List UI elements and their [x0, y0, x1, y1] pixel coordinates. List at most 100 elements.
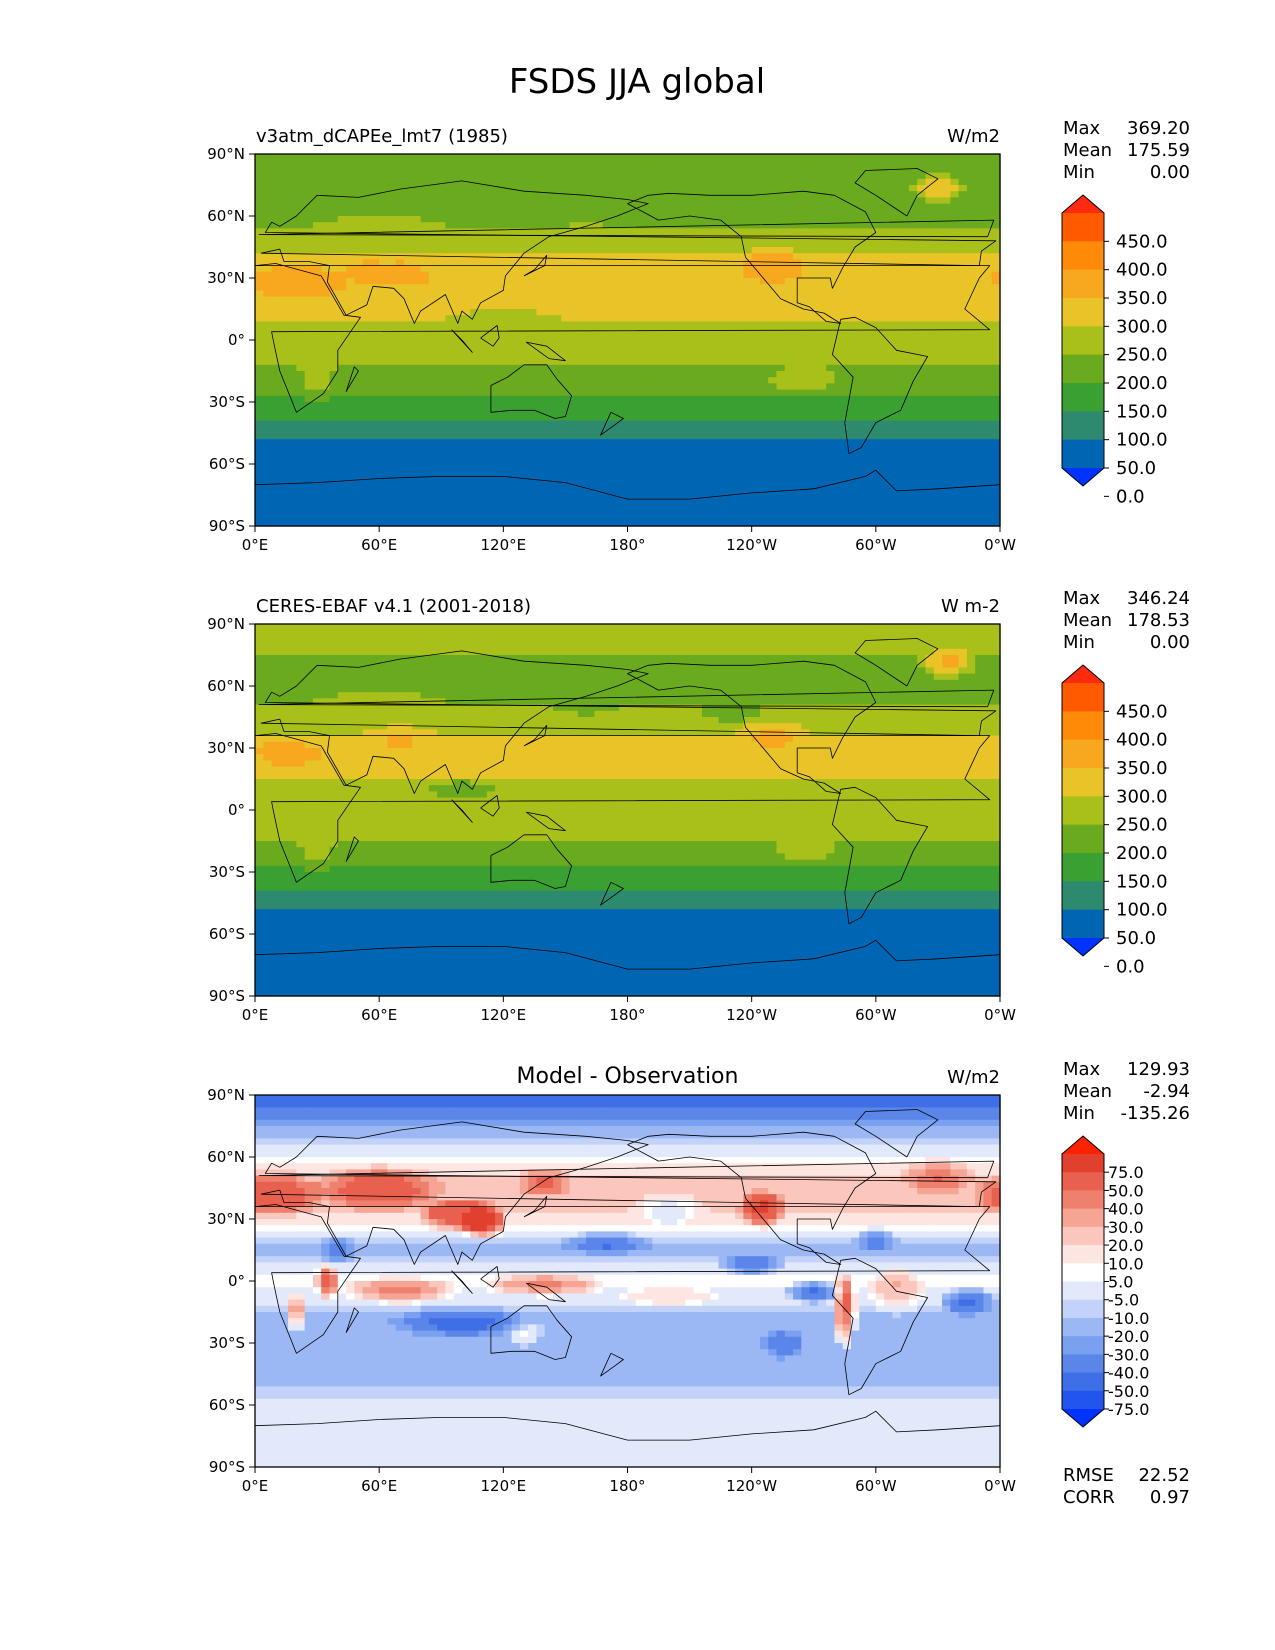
map-cell	[635, 259, 645, 267]
map-cell	[966, 265, 976, 273]
map-cell	[801, 197, 811, 205]
map-cell	[834, 333, 844, 341]
map-cell	[660, 321, 670, 329]
map-field	[255, 154, 1001, 527]
map-cell	[577, 290, 587, 298]
map-cell	[627, 253, 637, 260]
map-cell	[296, 346, 306, 353]
map-cell	[321, 160, 331, 167]
map-cell	[329, 495, 339, 502]
map-cell	[511, 247, 521, 254]
map-cell	[983, 315, 993, 322]
map-cell	[652, 464, 662, 471]
map-cell	[271, 495, 281, 502]
map-cell	[776, 154, 786, 161]
map-cell	[354, 395, 364, 403]
map-cell	[561, 364, 571, 372]
map-cell	[809, 172, 819, 180]
map-cell	[793, 209, 802, 217]
map-cell	[420, 402, 430, 409]
map-cell	[958, 166, 968, 174]
map-cell	[859, 290, 869, 298]
map-cell	[486, 222, 496, 229]
map-cell	[586, 253, 595, 260]
map-cell	[379, 488, 389, 496]
map-cell	[428, 321, 438, 329]
map-cell	[404, 364, 413, 372]
map-cell	[834, 296, 844, 304]
map-cell	[693, 346, 703, 353]
map-cell	[917, 420, 927, 428]
map-cell	[387, 433, 397, 440]
map-cell	[718, 488, 728, 496]
map-cell	[461, 476, 471, 484]
map-cell	[453, 346, 463, 353]
map-cell	[842, 160, 852, 167]
map-cell	[503, 315, 513, 322]
map-cell	[735, 414, 744, 422]
map-cell	[495, 222, 504, 229]
map-cell	[453, 352, 463, 360]
map-cell	[594, 476, 604, 484]
map-cell	[710, 178, 720, 186]
map-cell	[991, 160, 1001, 167]
map-cell	[892, 488, 902, 496]
map-cell	[354, 470, 364, 477]
map-cell	[461, 402, 471, 409]
map-cell	[561, 395, 571, 403]
map-cell	[255, 333, 264, 341]
map-cell	[867, 259, 877, 267]
map-cell	[296, 439, 306, 446]
map-cell	[950, 234, 960, 242]
map-cell	[279, 284, 289, 291]
map-cell	[635, 191, 645, 198]
map-cell	[859, 240, 869, 248]
map-cell	[445, 309, 455, 316]
map-cell	[917, 290, 927, 298]
map-cell	[917, 178, 927, 186]
map-cell	[387, 451, 397, 459]
map-cell	[884, 408, 893, 415]
map-cell	[553, 445, 562, 453]
map-cell	[445, 340, 455, 347]
map-cell	[445, 457, 455, 465]
map-cell	[892, 395, 902, 403]
map-cell	[495, 271, 504, 279]
map-cell	[337, 203, 347, 211]
map-cell	[668, 402, 678, 409]
map-cell	[478, 278, 488, 285]
map-cell	[553, 321, 562, 329]
map-cell	[577, 172, 587, 180]
map-cell	[619, 433, 629, 440]
map-cell	[569, 445, 579, 453]
map-cell	[461, 457, 471, 465]
map-cell	[859, 482, 869, 490]
map-cell	[875, 197, 885, 205]
map-cell	[255, 296, 264, 304]
map-cell	[495, 265, 504, 273]
map-cell	[627, 265, 637, 273]
map-cell	[718, 321, 728, 329]
map-cell	[867, 383, 877, 391]
map-cell	[660, 172, 670, 180]
map-cell	[594, 439, 604, 446]
map-cell	[395, 271, 405, 279]
map-cell	[875, 364, 885, 372]
map-cell	[304, 464, 314, 471]
map-cell	[958, 154, 968, 161]
map-cell	[329, 426, 339, 434]
map-cell	[743, 197, 753, 205]
map-cell	[859, 333, 869, 341]
map-cell	[809, 166, 819, 174]
map-cell	[627, 464, 637, 471]
map-cell	[486, 333, 496, 341]
map-cell	[702, 302, 711, 310]
map-cell	[321, 420, 331, 428]
map-cell	[900, 321, 910, 329]
map-cell	[809, 197, 819, 205]
map-cell	[395, 495, 405, 502]
map-cell	[296, 222, 306, 229]
map-cell	[337, 222, 347, 229]
map-cell	[991, 222, 1001, 229]
map-cell	[925, 414, 935, 422]
